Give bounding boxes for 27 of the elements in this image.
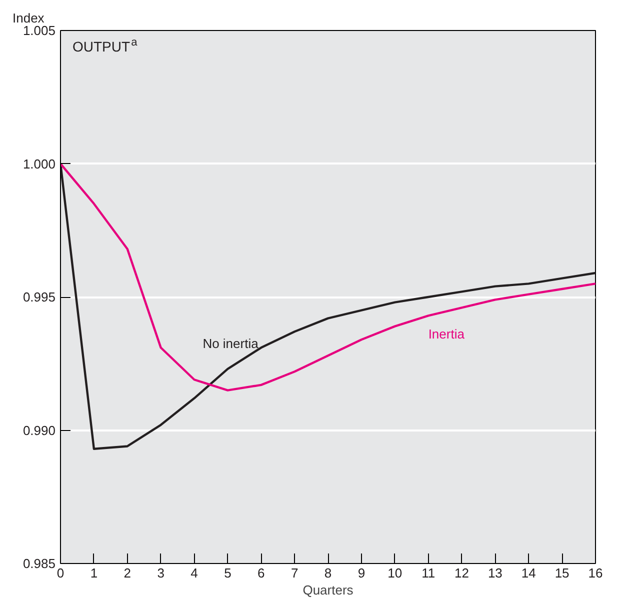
y-tick-label: 1.000 [22,156,56,172]
series-label: No inertia [202,336,260,351]
y-tick-label: 1.005 [22,23,56,38]
x-tick-label: 7 [290,566,298,580]
y-axis-title: Index [12,10,45,26]
x-tick-label: 4 [190,566,198,580]
y-tick-label: 0.990 [22,422,56,438]
x-tick-label: 10 [388,566,402,580]
line-series [60,162,596,392]
x-tick-label: 11 [422,566,436,580]
y-tick-label: 0.995 [22,290,56,304]
x-tick-label: 15 [554,566,570,580]
x-tick-label: 5 [224,566,232,580]
x-tick-label: 8 [324,566,332,580]
x-tick-label: 3 [157,566,164,580]
x-tick-label: 13 [488,566,502,580]
y-tick-label: 0.985 [22,556,56,571]
x-tick-label: 12 [454,566,469,580]
x-tick-label: 0 [56,566,64,580]
x-tick-label: 14 [521,566,536,580]
x-tick-label: 1 [90,566,98,580]
x-axis-title: Quarters [302,582,354,598]
x-tick-label: 6 [258,566,265,580]
x-tick-label: 9 [358,566,366,580]
x-tick-label: 2 [124,566,131,580]
x-tick-label: 16 [588,566,603,580]
series-label: Inertia [428,326,466,342]
